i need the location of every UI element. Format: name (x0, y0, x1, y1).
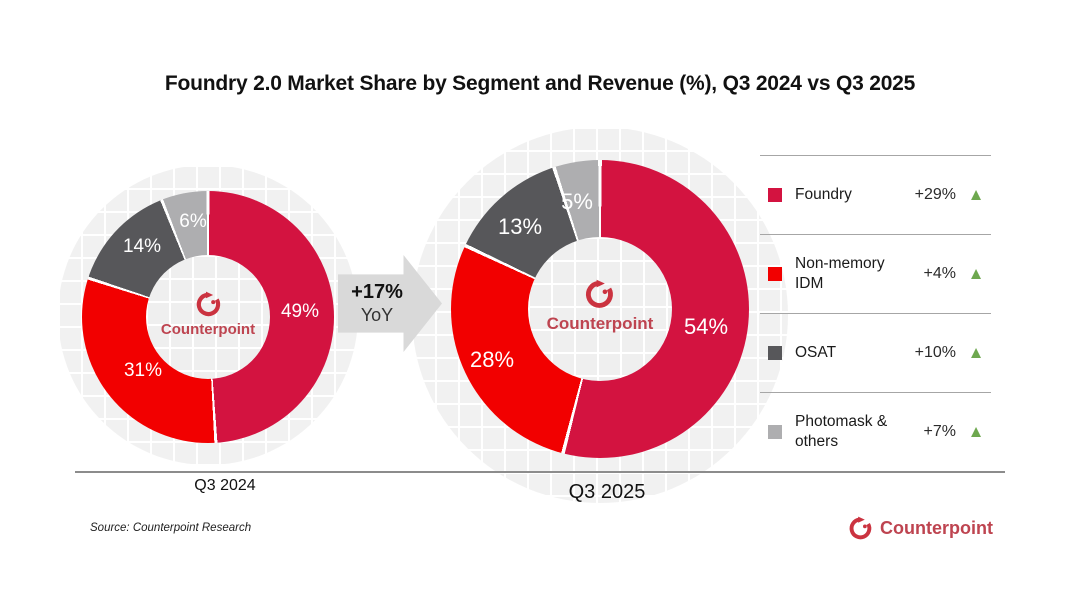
period-label-q3-2024: Q3 2024 (194, 477, 256, 494)
counterpoint-center-logo: Counterpoint (546, 279, 654, 334)
legend-change: +10% (914, 344, 956, 361)
trend-up-icon: ▲ (967, 422, 985, 441)
trend-up-icon: ▲ (967, 264, 985, 283)
legend-swatch-osat (768, 346, 782, 360)
source-note: Source: Counterpoint Research (90, 522, 252, 534)
trend-up-icon: ▲ (967, 343, 985, 362)
counterpoint-swirl-icon (586, 279, 614, 308)
trend-up-icon: ▲ (967, 185, 985, 204)
donut-hole-q3-2025: Counterpoint (528, 237, 672, 381)
legend-item-foundry: Foundry +29% ▲ (760, 155, 991, 234)
legend-change: +29% (914, 186, 956, 203)
legend-label: Foundry (795, 185, 852, 203)
legend-item-nonmemory-idm: Non-memory IDM +4% ▲ (760, 234, 991, 313)
segment-label-nonmemory-idm-2025: 28% (469, 347, 515, 372)
legend-item-osat: OSAT +10% ▲ (760, 313, 991, 392)
segment-label-foundry-2025: 54% (683, 314, 729, 339)
legend-change: +7% (923, 423, 956, 440)
legend-swatch-foundry (768, 188, 782, 202)
legend-label: Photomask & others (795, 412, 888, 450)
counterpoint-center-logo: Counterpoint (161, 291, 255, 338)
yoy-growth-label: YoY (360, 305, 394, 325)
donut-chart-q3-2025: Counterpoint 54% 28% 13% 5% (451, 160, 749, 458)
legend: Foundry +29% ▲ Non-memory IDM +4% ▲ OSAT… (760, 155, 991, 471)
legend-swatch-nonmemory-idm (768, 267, 782, 281)
yoy-growth-value: +17% (351, 281, 403, 303)
counterpoint-wordmark: Counterpoint (546, 313, 654, 333)
segment-label-osat-2024: 14% (122, 236, 162, 257)
donut-hole-q3-2024: Counterpoint (146, 255, 270, 379)
counterpoint-swirl-icon (196, 291, 220, 316)
legend-label: OSAT (795, 343, 837, 361)
counterpoint-swirl-icon (849, 516, 872, 540)
chart-title: Foundry 2.0 Market Share by Segment and … (164, 72, 916, 95)
period-label-q3-2025: Q3 2025 (568, 481, 646, 503)
legend-change: +4% (923, 265, 956, 282)
baseline-rule (75, 471, 1005, 473)
legend-item-photomask-others: Photomask & others +7% ▲ (760, 392, 991, 471)
segment-label-nonmemory-idm-2024: 31% (123, 360, 163, 381)
legend-swatch-photomask-others (768, 425, 782, 439)
counterpoint-wordmark: Counterpoint (880, 518, 993, 538)
donut-chart-q3-2024: Counterpoint 49% 31% 14% 6% (82, 191, 334, 443)
segment-label-osat-2025: 13% (497, 214, 543, 239)
legend-label: Non-memory IDM (795, 254, 885, 292)
segment-label-photomask-2025: 5% (561, 189, 593, 214)
counterpoint-footer-logo: Counterpoint (848, 516, 993, 541)
segment-label-foundry-2024: 49% (280, 301, 320, 322)
segment-label-photomask-2024: 6% (179, 211, 207, 232)
counterpoint-wordmark: Counterpoint (160, 320, 256, 338)
